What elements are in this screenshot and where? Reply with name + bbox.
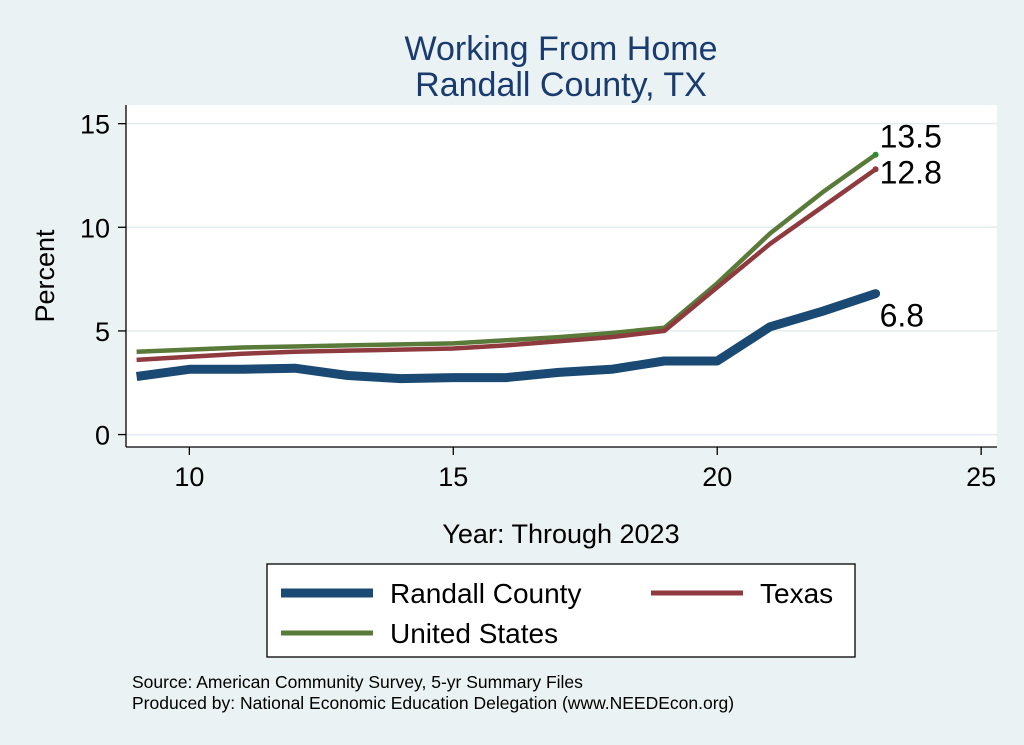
chart-subtitle: Randall County, TX — [415, 66, 707, 104]
y-axis-label: Percent — [30, 229, 60, 323]
produced-note: Produced by: National Economic Education… — [132, 693, 734, 713]
y-tick-label: 0 — [95, 421, 110, 451]
end-label-united-states: 13.5 — [880, 119, 942, 155]
series-lines — [135, 151, 881, 384]
grid-lines — [126, 122, 997, 436]
series-line-randall-county — [135, 289, 878, 384]
series-end-point-randall-county — [871, 289, 881, 299]
end-labels: 6.8 12.813.5 — [880, 119, 942, 334]
x-axis-label: Year: Through 2023 — [442, 519, 679, 549]
x-tick-label: 15 — [438, 462, 468, 492]
x-tick-label: 20 — [702, 462, 732, 492]
series-end-point-texas — [872, 166, 879, 173]
legend-label-texas: Texas — [760, 578, 833, 609]
y-ticks: 0 5 10 15 — [80, 110, 126, 451]
end-label-texas: 12.8 — [880, 154, 942, 190]
chart-title: Working From Home — [405, 30, 718, 68]
end-label-randall-county: 6.8 — [880, 298, 924, 334]
x-tick-label: 25 — [966, 462, 996, 492]
plot-area — [126, 105, 997, 447]
series-line-united-states — [136, 152, 877, 354]
x-ticks: 10 15 20 25 — [174, 447, 996, 492]
x-tick-label: 10 — [174, 462, 204, 492]
y-tick-label: 5 — [95, 317, 110, 347]
y-tick-label: 15 — [80, 110, 110, 140]
series-end-point-united-states — [872, 151, 879, 158]
source-note: Source: American Community Survey, 5-yr … — [132, 672, 583, 692]
legend-label-united-states: United States — [390, 618, 558, 649]
y-tick-label: 10 — [80, 213, 110, 243]
series-line-texas — [136, 167, 877, 363]
legend-label-randall-county: Randall County — [390, 578, 581, 609]
legend-box — [266, 563, 856, 658]
